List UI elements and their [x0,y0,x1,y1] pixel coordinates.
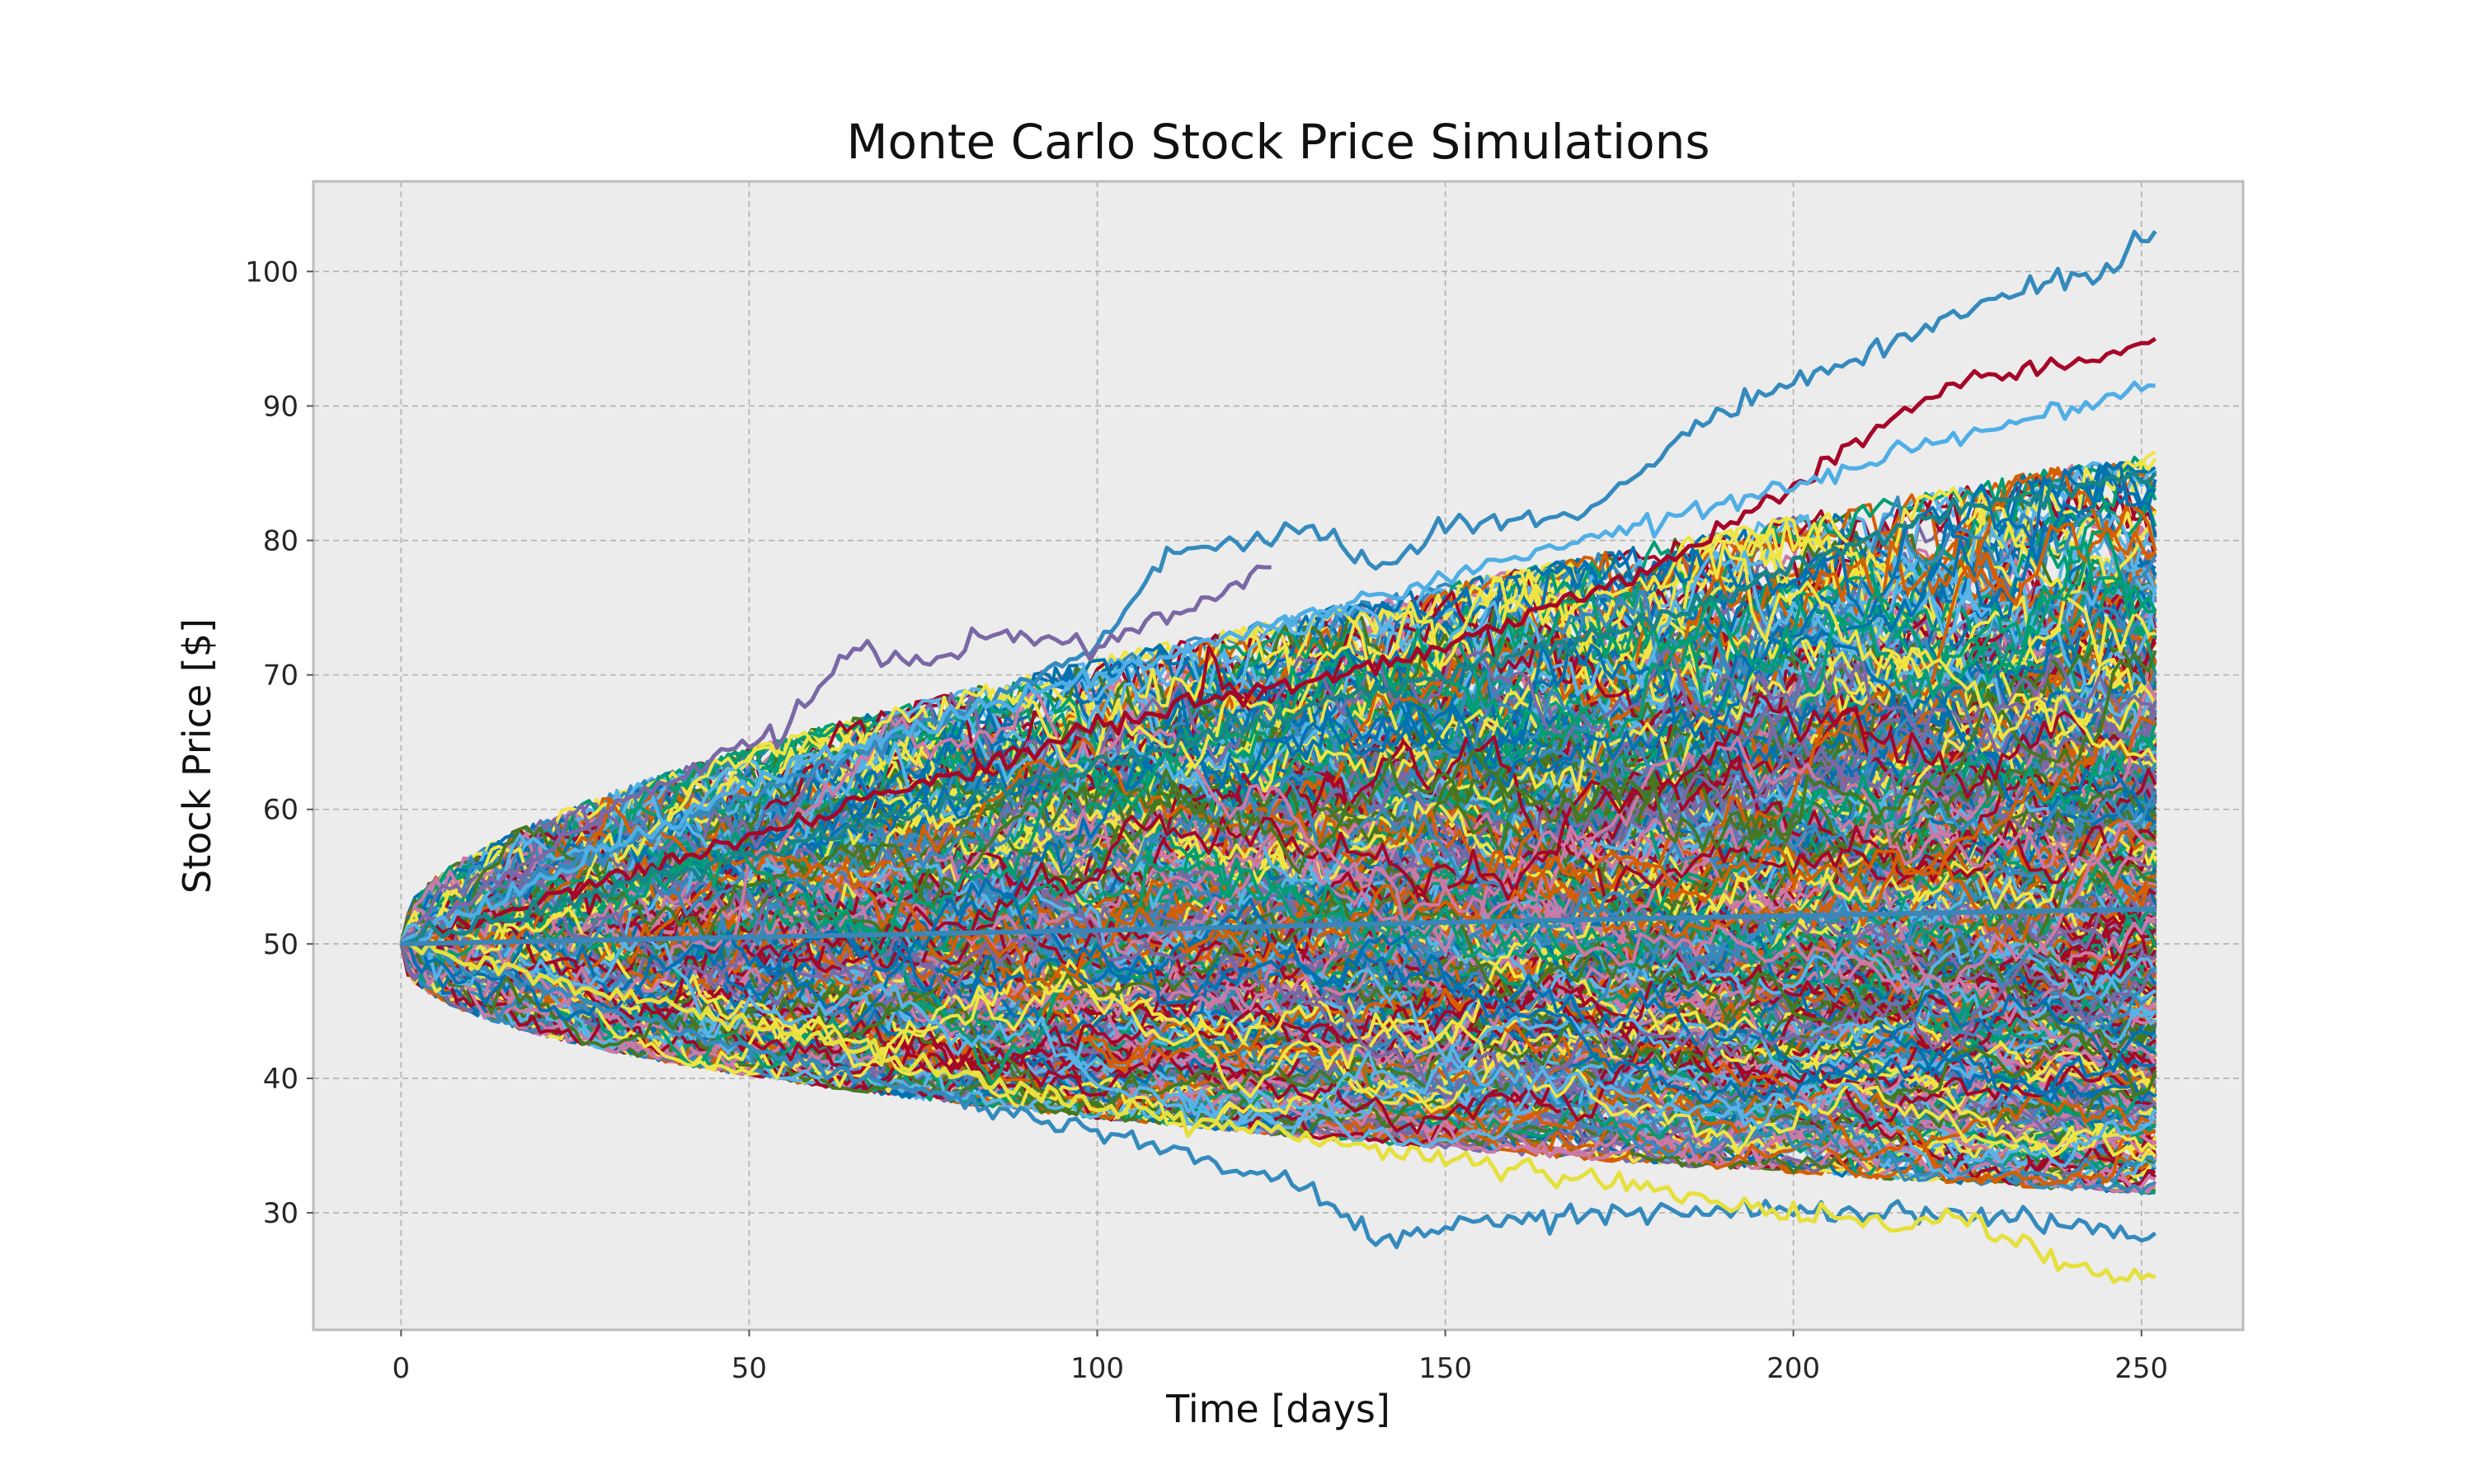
y-tick-label: 100 [245,256,299,289]
chart-title: Monte Carlo Stock Price Simulations [846,114,1710,170]
x-tick-label: 150 [1418,1352,1472,1385]
x-axis-title: Time [days] [1165,1387,1390,1431]
y-tick-label: 40 [263,1063,299,1096]
y-tick-label: 30 [263,1197,299,1230]
x-tick-label: 50 [731,1352,767,1385]
x-tick-label: 100 [1070,1352,1124,1385]
x-ticks: 0 50 100 150 200 250 [393,1330,2169,1385]
x-tick-label: 0 [393,1352,411,1385]
x-tick-label: 250 [2114,1352,2168,1385]
x-tick-label: 200 [1766,1352,1820,1385]
y-tick-label: 60 [263,794,299,827]
y-tick-label: 70 [263,660,299,693]
y-tick-label: 80 [263,525,299,558]
y-ticks: 30 40 50 60 70 80 90 100 [245,256,313,1230]
y-axis-title: Stock Price [$] [175,618,219,894]
y-tick-label: 90 [263,390,299,423]
y-tick-label: 50 [263,928,299,961]
